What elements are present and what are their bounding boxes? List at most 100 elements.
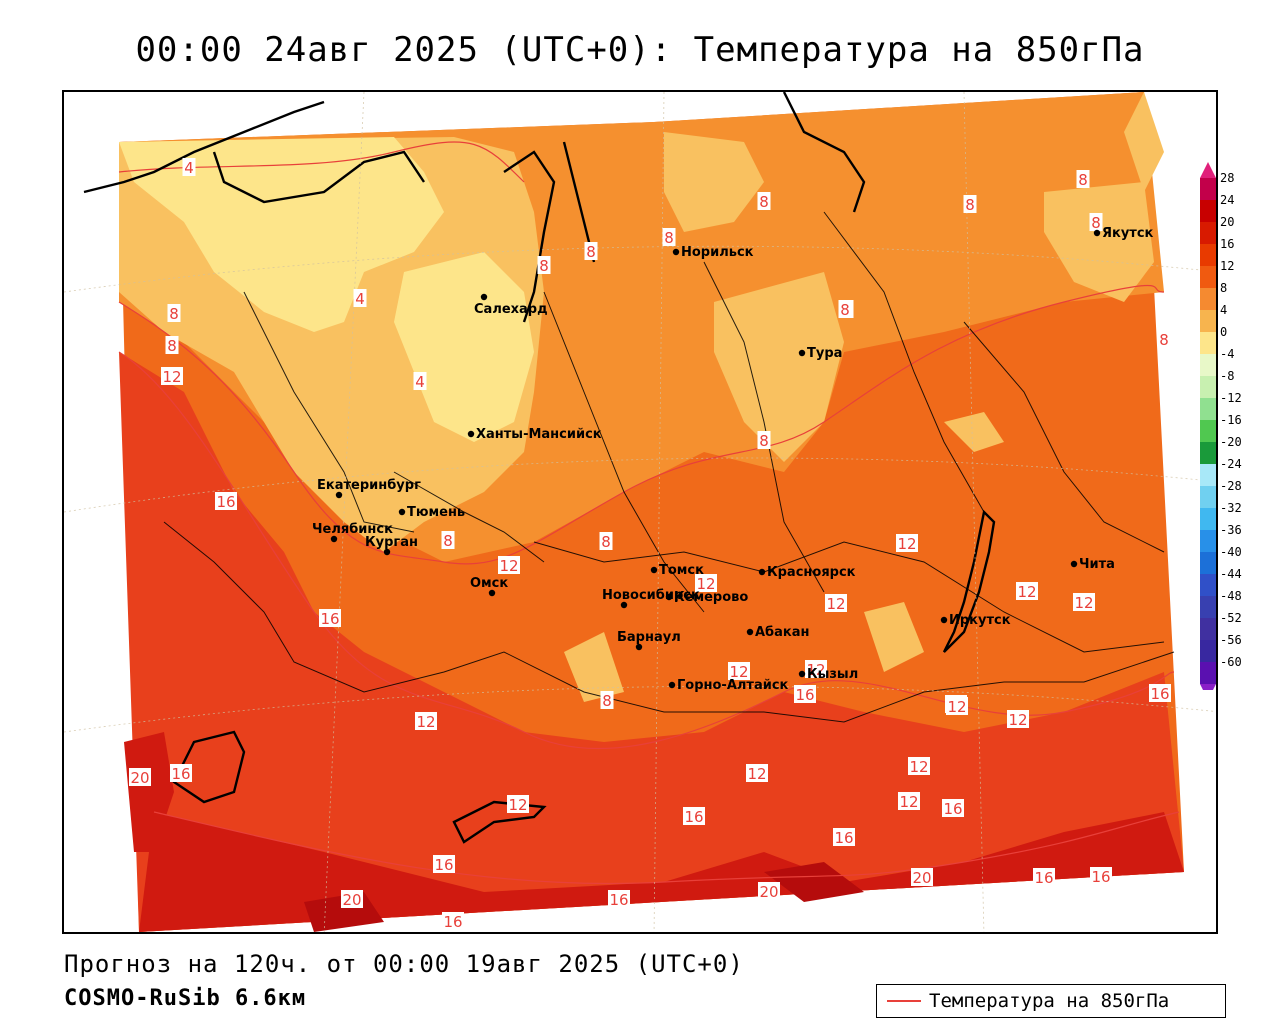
city-dot-kyzyl bbox=[798, 670, 806, 678]
city-dot-norilsk bbox=[672, 248, 680, 256]
field-4-8 bbox=[664, 132, 764, 232]
isotherm-label-bg bbox=[1090, 867, 1112, 885]
isotherm-label: 12 bbox=[899, 793, 918, 811]
isotherm-label: 12 bbox=[897, 535, 916, 553]
colorbar-level-label: 16 bbox=[1220, 237, 1234, 251]
isotherm-label: 8 bbox=[169, 305, 179, 323]
city-dot-novosibirsk bbox=[620, 601, 628, 609]
field-above-24 bbox=[304, 892, 384, 932]
colorbar-swatch bbox=[1200, 222, 1216, 244]
colorbar-swatch bbox=[1200, 486, 1216, 508]
colorbar-swatch bbox=[1200, 618, 1216, 640]
field-4-8 bbox=[564, 632, 624, 702]
isotherm-label: 8 bbox=[664, 229, 674, 247]
isotherm-label: 12 bbox=[909, 758, 928, 776]
colorbar-swatch bbox=[1200, 420, 1216, 442]
legend-box: Температура на 850гПа bbox=[876, 984, 1226, 1018]
city-label-barnaul: Барнаул bbox=[617, 630, 681, 645]
city-dot-irkutsk bbox=[940, 616, 948, 624]
isotherm-label: 12 bbox=[416, 713, 435, 731]
isotherm-label: 4 bbox=[415, 373, 425, 391]
field-above-24 bbox=[764, 862, 864, 902]
colorbar-top-arrow bbox=[1200, 162, 1216, 178]
city-label-tura: Тура bbox=[807, 346, 842, 361]
city-dot-tura bbox=[798, 349, 806, 357]
isotherm-label-bg bbox=[507, 795, 529, 813]
colorbar-level-label: -28 bbox=[1220, 479, 1242, 493]
model-name: COSMO-RuSib 6.6км bbox=[64, 986, 307, 1011]
colorbar-swatch bbox=[1200, 552, 1216, 574]
isotherm-label-bg bbox=[942, 799, 964, 817]
colorbar-swatch bbox=[1200, 508, 1216, 530]
colorbar-level-label: 4 bbox=[1220, 303, 1227, 317]
isotherm-label-bg bbox=[341, 890, 363, 908]
colorbar-swatch bbox=[1200, 332, 1216, 354]
isotherm-label-bg bbox=[608, 890, 630, 908]
isotherm-label: 16 bbox=[943, 800, 962, 818]
city-dot-yakutsk bbox=[1093, 229, 1101, 237]
colorbar-swatch bbox=[1200, 442, 1216, 464]
isotherm-label-bg bbox=[695, 574, 717, 592]
isotherm-label: 8 bbox=[759, 432, 769, 450]
city-dot-chita bbox=[1070, 560, 1078, 568]
colorbar-swatches bbox=[1200, 162, 1216, 690]
city-label-kyzyl: Кызыл bbox=[807, 667, 858, 682]
isotherm-label-bg bbox=[833, 828, 855, 846]
isotherm-label: 20 bbox=[130, 769, 149, 787]
isotherm-label: 8 bbox=[602, 692, 612, 710]
city-dot-tyumen bbox=[398, 508, 406, 516]
isotherm-label: 12 bbox=[1074, 594, 1093, 612]
city-label-kurgan: Курган bbox=[365, 535, 418, 550]
colorbar-swatch bbox=[1200, 662, 1216, 684]
isotherm-label: 12 bbox=[1008, 711, 1027, 729]
colorbar-level-label: -48 bbox=[1220, 589, 1242, 603]
isotherm-label-bg bbox=[170, 764, 192, 782]
isotherm-label-bg bbox=[896, 534, 918, 552]
isotherm-label-bg bbox=[805, 660, 827, 678]
city-label-novosibirsk: Новосибирск bbox=[602, 588, 700, 603]
colorbar-bottom-arrow bbox=[1200, 684, 1216, 690]
field-below-4 bbox=[394, 252, 534, 442]
isotherm-label-bg bbox=[908, 757, 930, 775]
colorbar-swatch bbox=[1200, 464, 1216, 486]
isotherm-label: 8 bbox=[586, 243, 596, 261]
colorbar-labels: 28 24 20 16 12 8 4 0 -4 -8 -12 -16 -20 -24 -28 -32 -36 -4… bbox=[1220, 171, 1242, 669]
isotherm-label: 8 bbox=[601, 533, 611, 551]
isotherm-label: 16 bbox=[216, 493, 235, 511]
isotherm-label: 12 bbox=[162, 368, 181, 386]
colorbar-level-label: -60 bbox=[1220, 655, 1242, 669]
isotherm-label-bg bbox=[415, 712, 437, 730]
isotherm-label: 12 bbox=[499, 557, 518, 575]
field-16-20 bbox=[119, 352, 1184, 932]
isotherm-label-bg bbox=[758, 882, 780, 900]
isotherm-label: 12 bbox=[508, 796, 527, 814]
map-area[interactable]: 4448888888888888888121212121212121212121… bbox=[62, 90, 1218, 934]
isotherm-label: 8 bbox=[965, 196, 975, 214]
isotherm-label: 8 bbox=[167, 337, 177, 355]
temperature-map: 4448888888888888888121212121212121212121… bbox=[64, 92, 1216, 932]
isotherm-label: 8 bbox=[840, 301, 850, 319]
colorbar-level-label: -56 bbox=[1220, 633, 1242, 647]
isotherm-label: 12 bbox=[696, 575, 715, 593]
forecast-info: Прогноз на 120ч. от 00:00 19авг 2025 (UT… bbox=[64, 950, 744, 978]
isotherm-label: 4 bbox=[184, 159, 194, 177]
isotherm-label-bg bbox=[167, 304, 181, 322]
isotherm-label-bg bbox=[537, 256, 551, 274]
isotherm-label: 12 bbox=[806, 661, 825, 679]
city-label-tomsk: Томск bbox=[659, 563, 704, 578]
isotherm-label: 20 bbox=[759, 883, 778, 901]
isotherm-label-bg bbox=[182, 158, 196, 176]
colorbar-level-label: -44 bbox=[1220, 567, 1242, 581]
isotherm-label: 8 bbox=[759, 193, 769, 211]
isotherm-label: 8 bbox=[539, 257, 549, 275]
isotherm-label-bg bbox=[1073, 593, 1095, 611]
city-dot-barnaul bbox=[635, 643, 643, 651]
graticule bbox=[64, 92, 1216, 932]
isotherm-label-bg bbox=[898, 792, 920, 810]
field-4-8 bbox=[1124, 92, 1164, 192]
isotherm-label-bg bbox=[757, 431, 771, 449]
colorbar-level-label: -32 bbox=[1220, 501, 1242, 515]
isotherm-label-bg bbox=[353, 289, 367, 307]
city-markers: Салехард Ханты-Мансийск Екатеринбург Тюмень… bbox=[312, 226, 1154, 693]
isotherm-label-bg bbox=[1016, 582, 1038, 600]
